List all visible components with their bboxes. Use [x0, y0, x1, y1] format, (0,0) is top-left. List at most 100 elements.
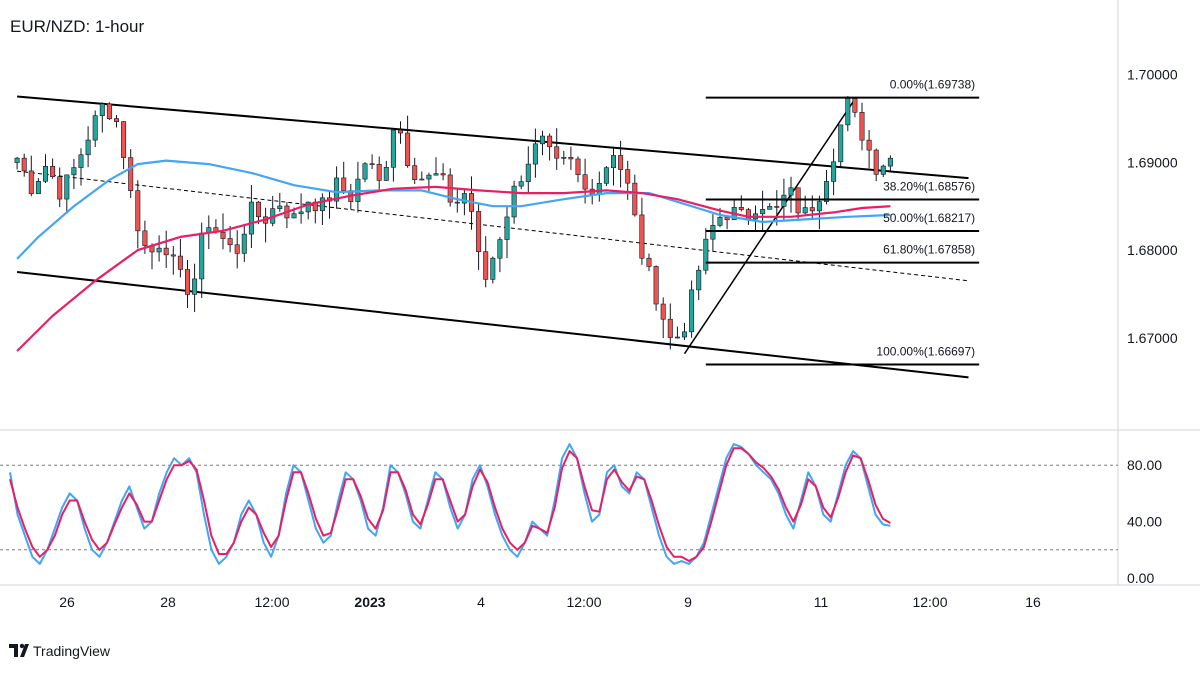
candle: [419, 171, 425, 181]
price-axis: 1.70000 1.69000 1.68000 1.67000: [1127, 67, 1178, 346]
stoch-d-line: [9, 447, 891, 562]
candle: [561, 150, 567, 165]
candle: [568, 146, 574, 170]
candle-body: [887, 157, 893, 167]
candle: [887, 155, 893, 173]
candle: [284, 202, 290, 229]
candle-body: [78, 154, 84, 168]
candle-body: [177, 255, 183, 270]
candle: [255, 201, 261, 224]
candle-body: [454, 201, 460, 204]
candle: [774, 190, 780, 226]
candle-body: [561, 157, 567, 159]
candle-body: [476, 211, 482, 252]
candle-body: [390, 129, 396, 168]
candle: [121, 121, 127, 170]
candle-body: [199, 232, 205, 280]
candle-body: [568, 157, 574, 160]
time-tick-label: 16: [1025, 594, 1041, 610]
candle-body: [518, 181, 524, 187]
candle-body: [767, 206, 773, 210]
candle-body: [128, 157, 134, 191]
candle: [263, 207, 269, 243]
candle: [177, 238, 183, 278]
candle: [35, 178, 41, 194]
candle: [170, 245, 176, 275]
candle: [114, 115, 120, 128]
candle-body: [71, 167, 77, 176]
time-tick-label: 9: [684, 594, 692, 610]
candle-body: [880, 165, 886, 175]
candle-body: [114, 118, 120, 122]
candle: [128, 149, 134, 198]
candle-body: [738, 207, 744, 210]
fib-level-label: 61.80%(1.67858): [883, 243, 975, 257]
candle: [767, 203, 773, 210]
candle: [689, 280, 695, 338]
moving-averages: [16, 159, 891, 352]
candle-body: [433, 173, 439, 176]
candle-body: [142, 230, 148, 247]
candle: [277, 192, 283, 212]
candle-body: [490, 257, 496, 280]
candle: [461, 189, 467, 216]
candle: [397, 121, 403, 144]
stochastic-pane: 80.00 40.00 0.00: [0, 443, 1162, 586]
candle: [547, 133, 553, 161]
candle-body: [610, 155, 616, 168]
candle: [156, 235, 162, 262]
candle-body: [618, 155, 624, 170]
candle-body: [319, 197, 325, 212]
candle-body: [121, 121, 127, 158]
candle: [326, 191, 332, 219]
candle-body: [603, 167, 609, 184]
fibonacci-retracement: 0.00%(1.69738) 38.20%(1.68576) 50.00%(1.68…: [705, 78, 980, 366]
time-tick-label: 26: [59, 594, 75, 610]
candle: [511, 180, 517, 224]
candle: [390, 128, 396, 182]
candle-body: [50, 166, 56, 177]
candle-body: [255, 201, 261, 218]
channel-lines: [16, 95, 969, 379]
candle: [426, 172, 432, 194]
candle-body: [674, 336, 680, 339]
candle: [412, 157, 418, 184]
candle: [525, 146, 531, 194]
candle-body: [717, 217, 723, 226]
candle-body: [461, 193, 467, 204]
candle-body: [539, 135, 545, 145]
candle-body: [511, 185, 517, 218]
candle-body: [724, 217, 730, 221]
candle-body: [696, 269, 702, 291]
candle: [135, 180, 141, 249]
candle-body: [305, 201, 311, 213]
time-tick-label: 12:00: [566, 594, 601, 610]
candle-body: [397, 129, 403, 134]
candle-body: [405, 132, 411, 166]
candle: [632, 174, 638, 217]
tradingview-logo: TradingView: [9, 643, 111, 659]
candle: [603, 165, 609, 187]
candle: [681, 322, 687, 341]
candle-body: [547, 135, 553, 148]
fib-swing-line: [683, 98, 856, 355]
price-tick-label: 1.67000: [1127, 330, 1178, 346]
candle-body: [64, 174, 70, 200]
candle: [298, 193, 304, 224]
candle-body: [227, 238, 233, 246]
candle-body: [277, 205, 283, 209]
price-tick-label: 1.68000: [1127, 242, 1178, 258]
candle: [92, 110, 98, 148]
candle: [866, 129, 872, 169]
candle: [355, 161, 361, 213]
candle: [724, 217, 730, 230]
candle: [42, 154, 48, 183]
candle-body: [689, 289, 695, 333]
candle: [99, 102, 105, 133]
candle-body: [760, 209, 766, 215]
candle-body: [14, 157, 20, 163]
candle-body: [582, 174, 588, 190]
candle-body: [440, 173, 446, 176]
